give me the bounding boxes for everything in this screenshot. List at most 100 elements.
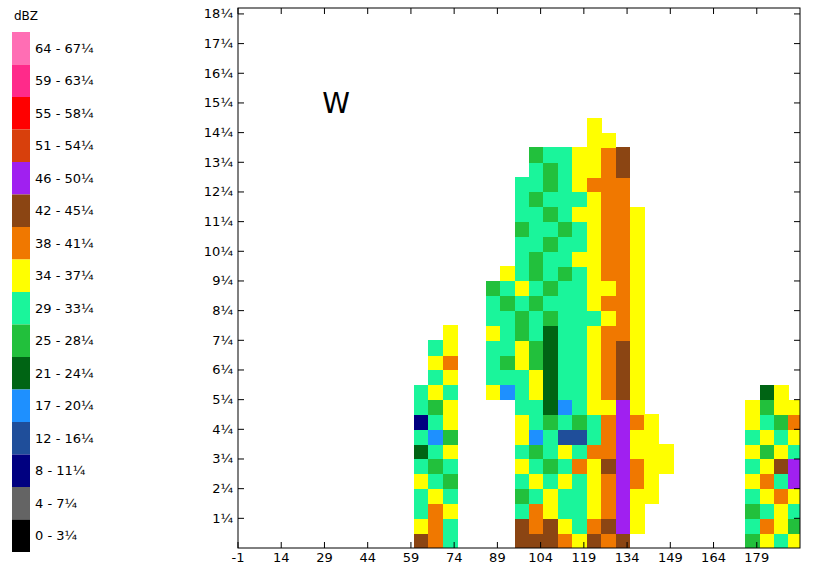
cell bbox=[500, 266, 515, 281]
x-tick bbox=[238, 542, 239, 548]
y-tick bbox=[238, 340, 244, 341]
cell bbox=[630, 503, 645, 518]
y-tick-right bbox=[794, 488, 800, 489]
cell bbox=[587, 340, 602, 355]
cell bbox=[529, 533, 544, 548]
cell bbox=[587, 251, 602, 266]
cell bbox=[774, 444, 789, 459]
cell bbox=[529, 251, 544, 266]
cell bbox=[500, 311, 515, 326]
cell bbox=[443, 429, 458, 444]
cell bbox=[572, 355, 587, 370]
cell bbox=[558, 518, 573, 533]
cell bbox=[587, 489, 602, 504]
y-tick-label: 10¼ bbox=[204, 244, 234, 259]
cell bbox=[543, 474, 558, 489]
legend-swatch bbox=[12, 65, 30, 98]
cell bbox=[543, 400, 558, 415]
cell bbox=[572, 296, 587, 311]
cell bbox=[500, 325, 515, 340]
cell bbox=[616, 281, 631, 296]
cell bbox=[529, 177, 544, 192]
cell bbox=[745, 533, 760, 548]
cell bbox=[587, 147, 602, 162]
cell bbox=[587, 503, 602, 518]
cell bbox=[587, 459, 602, 474]
cell bbox=[515, 459, 530, 474]
cell bbox=[515, 518, 530, 533]
cell bbox=[616, 414, 631, 429]
cell bbox=[774, 429, 789, 444]
legend-label: 0 - 3¼ bbox=[35, 528, 77, 543]
legend-label: 4 - 7¼ bbox=[35, 496, 77, 511]
cell bbox=[572, 177, 587, 192]
cell bbox=[515, 503, 530, 518]
cell bbox=[630, 355, 645, 370]
cell bbox=[630, 400, 645, 415]
cell bbox=[428, 459, 443, 474]
y-tick-right bbox=[794, 251, 800, 252]
x-tick-top bbox=[410, 8, 411, 14]
y-tick bbox=[238, 458, 244, 459]
y-tick-label: 15¼ bbox=[204, 95, 234, 110]
cell bbox=[428, 414, 443, 429]
cell bbox=[529, 385, 544, 400]
cell bbox=[558, 192, 573, 207]
y-tick bbox=[238, 251, 244, 252]
cell bbox=[515, 296, 530, 311]
legend-swatch bbox=[12, 227, 30, 260]
cell bbox=[543, 340, 558, 355]
x-tick-label: 164 bbox=[701, 550, 726, 565]
y-tick-right bbox=[794, 518, 800, 519]
cell bbox=[587, 266, 602, 281]
y-tick-right bbox=[794, 13, 800, 14]
x-tick bbox=[497, 542, 498, 548]
x-tick bbox=[756, 542, 757, 548]
cell bbox=[515, 533, 530, 548]
cell bbox=[543, 385, 558, 400]
cell bbox=[543, 251, 558, 266]
cell bbox=[616, 162, 631, 177]
cell bbox=[428, 429, 443, 444]
cell bbox=[500, 370, 515, 385]
cell bbox=[414, 385, 429, 400]
cell bbox=[644, 429, 659, 444]
cell bbox=[486, 296, 501, 311]
cell bbox=[630, 281, 645, 296]
cell bbox=[443, 459, 458, 474]
cell bbox=[630, 207, 645, 222]
cell bbox=[443, 400, 458, 415]
x-tick-label: 119 bbox=[571, 550, 596, 565]
x-tick-top bbox=[324, 8, 325, 14]
y-axis: 1¼2¼3¼4¼5¼6¼7¼8¼9¼10¼11¼12¼13¼14¼15¼16¼1… bbox=[204, 6, 800, 525]
cell bbox=[587, 400, 602, 415]
legend-swatch bbox=[12, 325, 30, 358]
cell bbox=[616, 207, 631, 222]
cell bbox=[515, 207, 530, 222]
cell bbox=[414, 429, 429, 444]
y-tick-label: 9¼ bbox=[212, 273, 233, 288]
cell bbox=[529, 444, 544, 459]
legend-label: 51 - 54¼ bbox=[35, 138, 94, 153]
cell bbox=[572, 429, 587, 444]
cell bbox=[774, 518, 789, 533]
x-tick-label: 44 bbox=[359, 550, 376, 565]
cell bbox=[515, 474, 530, 489]
cell bbox=[587, 311, 602, 326]
cell bbox=[443, 385, 458, 400]
cell bbox=[616, 459, 631, 474]
y-tick-label: 4¼ bbox=[212, 422, 233, 437]
cell bbox=[601, 489, 616, 504]
cell bbox=[745, 489, 760, 504]
x-tick bbox=[410, 542, 411, 548]
cell bbox=[587, 192, 602, 207]
cell bbox=[760, 429, 775, 444]
cell bbox=[572, 385, 587, 400]
legend-label: 46 - 50¼ bbox=[35, 171, 94, 186]
cell bbox=[572, 281, 587, 296]
cell bbox=[543, 414, 558, 429]
cells bbox=[414, 118, 800, 548]
cell bbox=[558, 177, 573, 192]
cell bbox=[630, 266, 645, 281]
cell bbox=[529, 147, 544, 162]
